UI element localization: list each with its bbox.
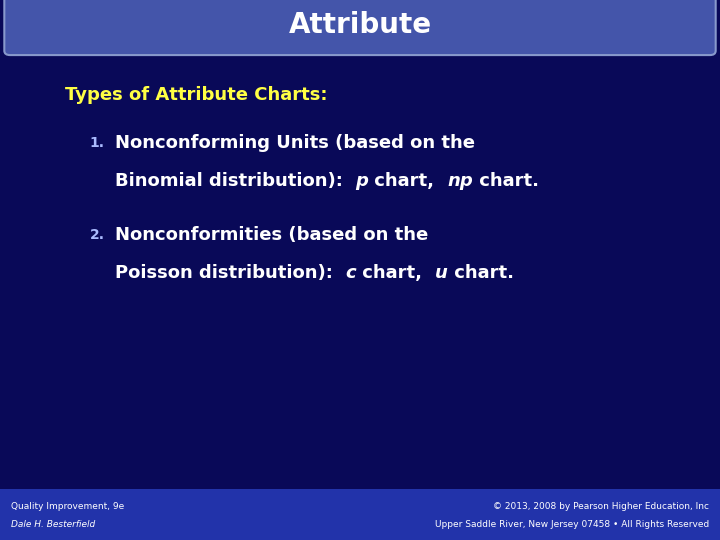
Text: chart,: chart, [356, 264, 435, 282]
FancyBboxPatch shape [4, 0, 716, 55]
Text: u: u [435, 264, 448, 282]
Text: chart.: chart. [448, 264, 513, 282]
Text: chart,: chart, [369, 172, 447, 190]
Text: p: p [356, 172, 369, 190]
Text: 2.: 2. [89, 228, 104, 242]
Text: Nonconforming Units (based on the: Nonconforming Units (based on the [115, 134, 475, 152]
Bar [0, 489, 720, 540]
Text: c: c [346, 264, 356, 282]
Text: chart.: chart. [473, 172, 539, 190]
Text: 1.: 1. [89, 136, 104, 150]
Text: Dale H. Besterfield: Dale H. Besterfield [11, 521, 95, 529]
Text: Upper Saddle River, New Jersey 07458 • All Rights Reserved: Upper Saddle River, New Jersey 07458 • A… [435, 521, 709, 529]
Text: © 2013, 2008 by Pearson Higher Education, Inc: © 2013, 2008 by Pearson Higher Education… [493, 502, 709, 511]
Text: Poisson distribution):: Poisson distribution): [115, 264, 346, 282]
Text: Binomial distribution):: Binomial distribution): [115, 172, 356, 190]
Text: Quality Improvement, 9e: Quality Improvement, 9e [11, 502, 124, 511]
Text: Nonconformities (based on the: Nonconformities (based on the [115, 226, 428, 244]
Text: Attribute: Attribute [289, 11, 431, 39]
Text: np: np [447, 172, 473, 190]
Text: Types of Attribute Charts:: Types of Attribute Charts: [65, 85, 328, 104]
